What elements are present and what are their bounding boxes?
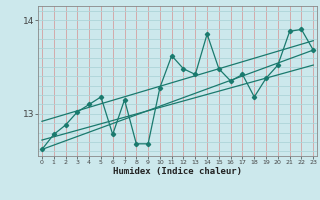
X-axis label: Humidex (Indice chaleur): Humidex (Indice chaleur) bbox=[113, 167, 242, 176]
